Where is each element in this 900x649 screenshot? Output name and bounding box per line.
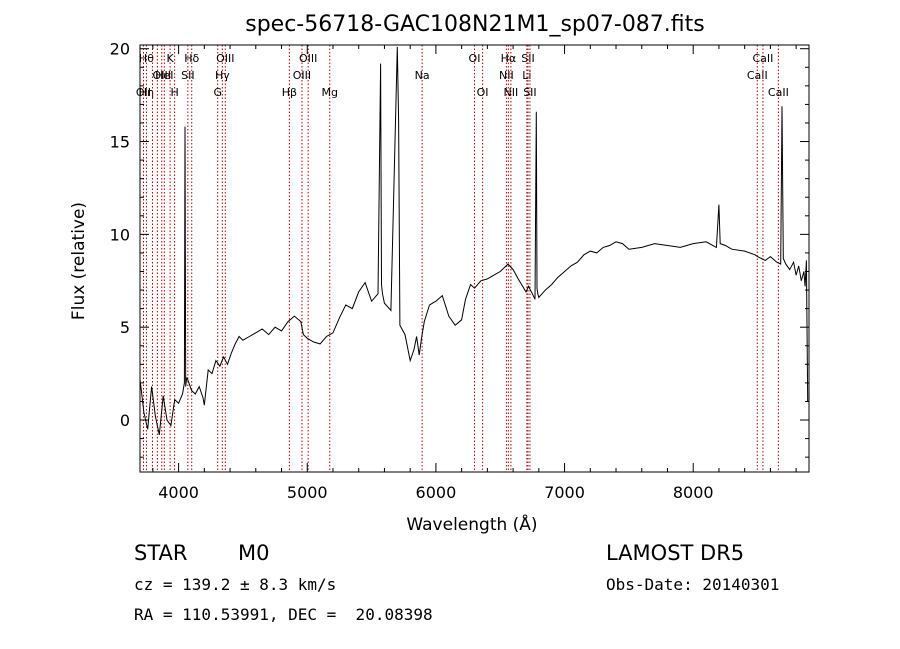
- line-label: G: [213, 86, 222, 99]
- x-tick-label: 4000: [158, 483, 199, 502]
- line-label: CaII: [752, 52, 773, 65]
- line-label: HeI: [155, 69, 173, 82]
- object-class: STAR: [134, 541, 188, 565]
- line-label: Mg: [322, 86, 338, 99]
- line-label: OI: [477, 86, 489, 99]
- x-tick-label: 8000: [673, 483, 714, 502]
- y-tick-label: 5: [120, 318, 130, 337]
- line-label: Hα: [501, 52, 517, 65]
- line-label: OI: [469, 52, 481, 65]
- x-tick-label: 6000: [416, 483, 457, 502]
- spectrum-series: [139, 46, 809, 436]
- line-label: SII: [523, 86, 536, 99]
- line-label: SII: [181, 69, 194, 82]
- coordinates: RA = 110.53991, DEC = 20.08398: [134, 605, 433, 624]
- y-axis-label: Flux (relative): [69, 202, 89, 320]
- line-label: Li: [522, 69, 531, 82]
- line-label: OIII: [299, 52, 317, 65]
- line-label: H: [170, 86, 178, 99]
- line-label: CaII: [768, 86, 789, 99]
- plot-frame: [139, 44, 810, 473]
- line-label: NII: [499, 69, 514, 82]
- line-label: Hδ: [184, 52, 199, 65]
- y-tick-label: 20: [110, 40, 130, 59]
- line-label: Hβ: [282, 86, 297, 99]
- line-label: K: [166, 52, 174, 65]
- x-tick-label: 7000: [544, 483, 585, 502]
- line-label: CaII: [747, 69, 768, 82]
- x-axis-label: Wavelength (Å): [406, 513, 537, 535]
- line-label: SII: [521, 52, 534, 65]
- obs-date: Obs-Date: 20140301: [606, 575, 780, 594]
- spectral-line-markers: OIIHθHηOIIIHeIKHSIIHδGHγOIIIHβOIIIOIIIMg…: [136, 45, 789, 472]
- line-label: Hη: [139, 86, 154, 99]
- line-label: Hγ: [215, 69, 230, 82]
- line-label: OIII: [293, 69, 311, 82]
- y-tick-label: 0: [120, 411, 130, 430]
- x-tick-label: 5000: [287, 483, 328, 502]
- axes: 4000 5000 6000 7000 8000 0 5 10 15 20: [110, 40, 809, 502]
- line-label: Hθ: [139, 52, 154, 65]
- line-label: OIII: [216, 52, 234, 65]
- chart-title: spec-56718-GAC108N21M1_sp07-087.fits: [245, 12, 705, 37]
- redshift-value: cz = 139.2 ± 8.3 km/s: [134, 575, 337, 594]
- subclass: M0: [238, 541, 270, 565]
- line-label: Na: [415, 69, 430, 82]
- line-label: NII: [504, 86, 519, 99]
- y-tick-label: 15: [110, 133, 130, 152]
- spectrum-line: [139, 46, 809, 436]
- survey-name: LAMOST DR5: [606, 541, 745, 565]
- y-tick-label: 10: [110, 225, 130, 244]
- line-label: OIII: [153, 69, 171, 82]
